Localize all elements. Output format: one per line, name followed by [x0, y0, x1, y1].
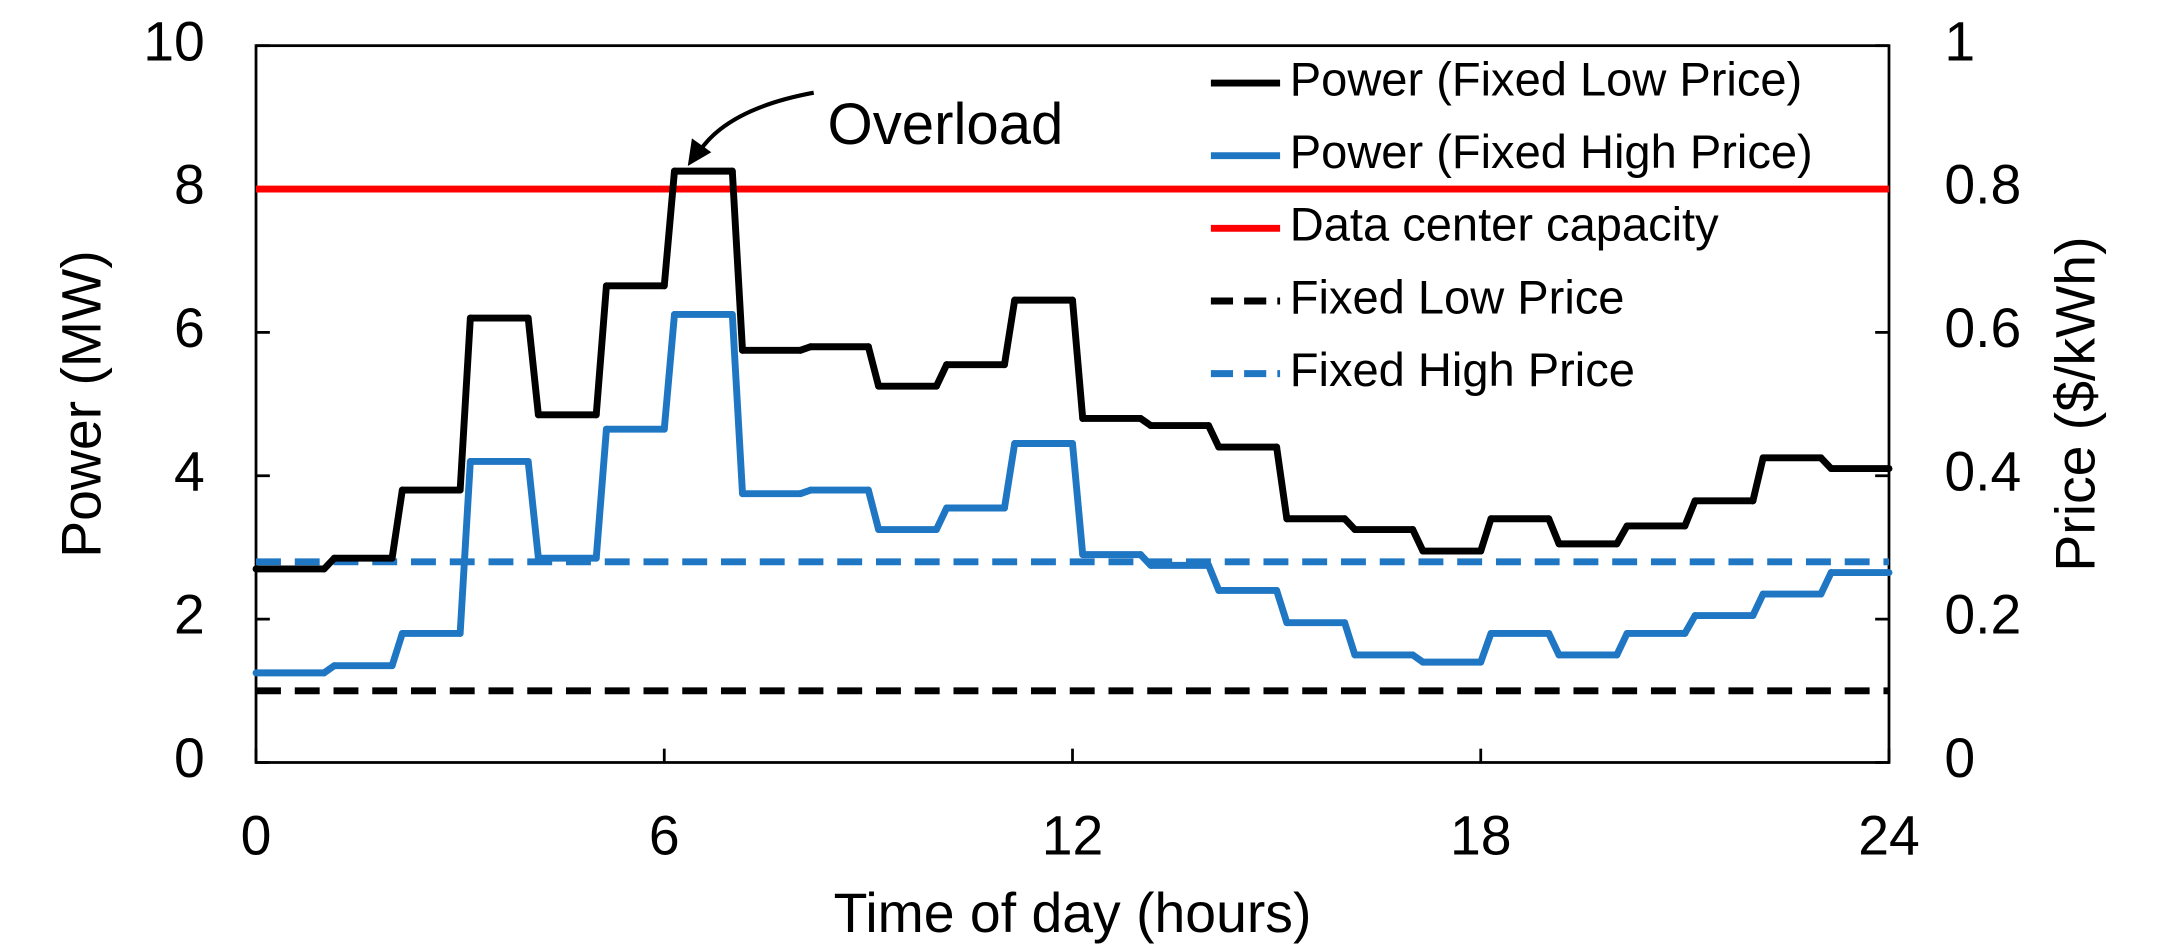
annotation: Overload: [828, 92, 1064, 157]
step-connector: [1001, 440, 1019, 512]
y2-tick-label: 1: [1944, 10, 1975, 72]
step-connector: [456, 314, 474, 494]
step-connector: [864, 486, 883, 533]
y-tick-label: 8: [174, 154, 205, 216]
step-connector: [1409, 526, 1427, 555]
legend-label: Data center capacity: [1290, 198, 1719, 251]
step-connector: [1477, 515, 1495, 555]
step-connector: [1613, 630, 1631, 659]
legend-label: Power (Fixed Low Price): [1290, 52, 1802, 105]
step-connector: [1681, 497, 1699, 530]
step-connector: [932, 361, 951, 390]
step-connector: [1545, 630, 1563, 659]
step-connector: [592, 282, 610, 419]
step-connector: [1477, 630, 1495, 666]
step-connector: [1205, 561, 1223, 594]
y2-tick-label: 0.2: [1944, 584, 2021, 646]
y2-tick-label: 0.8: [1944, 154, 2021, 216]
step-connector: [1069, 296, 1087, 422]
annotation-arrow: [697, 90, 815, 154]
step-connector: [524, 314, 542, 419]
step-connector: [932, 504, 951, 533]
step-connector: [1749, 590, 1767, 620]
step-connector: [660, 167, 678, 290]
x-tick-label: 0: [241, 805, 272, 867]
step-connector: [1817, 569, 1835, 598]
step-connector: [1273, 443, 1291, 523]
x-tick-label: 6: [649, 805, 680, 867]
y-tick-label: 6: [174, 297, 205, 359]
step-connector: [1341, 619, 1359, 659]
y2-tick-label: 0.4: [1944, 440, 2021, 502]
step-connector: [524, 457, 542, 562]
step-connector: [1069, 440, 1087, 559]
legend-label: Fixed High Price: [1290, 343, 1635, 396]
y-axis-title: Power (MW): [50, 250, 112, 557]
step-connector: [728, 311, 746, 498]
y-tick-label: 0: [174, 727, 205, 789]
y-tick-label: 10: [143, 10, 205, 72]
step-connector: [660, 311, 678, 433]
x-axis-title: Time of day (hours): [834, 882, 1312, 944]
step-connector: [388, 486, 406, 562]
x-tick-label: 24: [1858, 805, 1920, 867]
step-connector: [864, 343, 883, 390]
legend-label: Fixed Low Price: [1290, 270, 1625, 323]
step-connector: [1205, 422, 1223, 451]
step-connector: [388, 630, 406, 670]
step-connector: [1749, 454, 1767, 505]
step-connector: [592, 425, 610, 562]
step-connector: [1001, 296, 1019, 369]
y-tick-label: 2: [174, 584, 205, 646]
step-connector: [728, 167, 746, 354]
step-connector: [1545, 515, 1563, 548]
y2-axis-title: Price ($/kWh): [2045, 236, 2107, 571]
annotation-arrowhead: [687, 138, 712, 167]
step-connector: [456, 457, 474, 637]
x-tick-label: 12: [1042, 805, 1104, 867]
step-connector: [1273, 586, 1291, 627]
x-tick-label: 18: [1450, 805, 1512, 867]
y2-tick-label: 0: [1944, 727, 1975, 789]
y-tick-label: 4: [174, 440, 205, 502]
y2-tick-label: 0.6: [1944, 297, 2021, 359]
legend-label: Power (Fixed High Price): [1290, 125, 1813, 178]
